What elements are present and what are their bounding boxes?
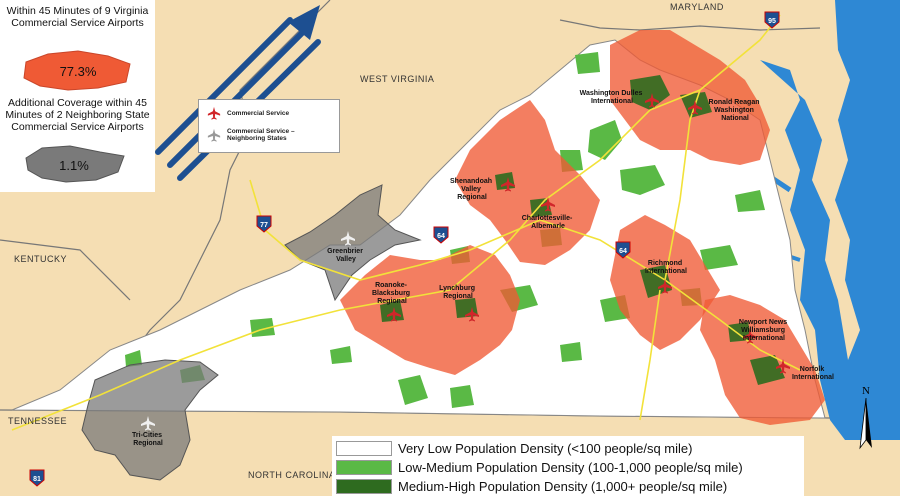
svg-text:64: 64 [437,233,445,240]
neighbor-service-label: Commercial Service – Neighboring States [227,128,295,142]
svg-text:95: 95 [768,18,776,25]
plane-icon [658,279,672,294]
low-medium-density-areas [125,52,765,408]
plane-icon [207,106,221,120]
legend-low-medium: Low-Medium Population Density (100-1,000… [336,458,743,476]
neighbor-coverage-blob: 1.1% [25,145,125,183]
i64-west-shield: 64 [433,226,449,244]
legend-medium-high: Medium-High Population Density (1,000+ p… [336,477,727,495]
plane-icon [341,231,355,246]
neighbor-service-row: Commercial Service – Neighboring States [207,128,319,142]
coverage-stats-panel: Within 45 Minutes of 9 Virginia Commerci… [0,0,155,192]
label-north-carolina: NORTH CAROLINA [248,470,335,480]
plane-icon [541,197,555,212]
plane-icon [141,416,155,431]
va-coverage-blob: 77.3% [23,50,131,91]
label-tricities: Tri-Cities Regional [132,432,164,447]
label-maryland: MARYLAND [670,2,724,12]
neighbor-coverage-title: Additional Coverage within 45 Minutes of… [5,97,150,133]
medium-high-swatch [336,478,392,494]
i77-shield: 77 [256,215,272,233]
svg-text:81: 81 [33,476,41,483]
svg-text:64: 64 [619,248,627,255]
legend-very-low: Very Low Population Density (<100 people… [336,439,692,457]
commercial-service-row: Commercial Service [207,106,289,120]
medium-high-density-areas [380,75,785,385]
label-kentucky: KENTUCKY [14,254,67,264]
plane-icon [501,177,515,192]
i81-shield: 81 [29,469,45,487]
plane-icon [688,100,702,115]
arrow-head [288,5,320,40]
medium-high-label: Medium-High Population Density (1,000+ p… [398,478,728,494]
virginia-state [11,39,826,419]
label-roanoke: Roanoke- Blacksburg Regional [372,282,412,305]
i95-shield: 95 [764,11,780,29]
chesapeake-bay [760,0,900,440]
plane-icon [207,128,221,142]
commercial-service-label: Commercial Service [227,109,290,117]
plane-icon [465,307,479,322]
label-greenbrier: Greenbrier Valley [327,248,365,263]
label-charlottesville: Charlottesville- Albemarle [522,215,575,230]
plane-icon [387,307,401,322]
i64-east-shield: 64 [615,241,631,259]
svg-text:77.3%: 77.3% [60,64,97,79]
airport-markers [387,93,790,374]
density-legend: Very Low Population Density (<100 people… [332,436,804,496]
svg-text:N: N [862,385,870,397]
label-shenandoah: Shenandoah Valley Regional [450,178,494,201]
north-arrow: N [859,385,872,450]
neighbor-airport-markers [141,231,355,431]
svg-text:77: 77 [260,222,268,229]
very-low-label: Very Low Population Density (<100 people… [398,440,693,456]
plane-icon [645,93,659,108]
plane-icon [743,329,757,344]
airport-type-legend: Commercial Service Commercial Service – … [198,99,340,153]
label-reagan: Ronald Reagan Washington National [709,99,762,122]
label-lynchburg: Lynchburg Regional [439,285,477,300]
label-tennessee: TENNESSEE [8,416,67,426]
label-west-virginia: WEST VIRGINIA [360,74,434,84]
low-medium-label: Low-Medium Population Density (100-1,000… [398,459,743,475]
low-medium-swatch [336,459,392,475]
label-richmond: Richmond International [645,260,687,275]
very-low-swatch [336,440,392,456]
label-dulles: Washington Dulles International [580,90,645,105]
label-norfolk: Norfolk International [792,366,834,381]
label-newport: Newport News Williamsburg International [739,319,789,342]
plane-icon [776,359,790,374]
va-coverage-title: Within 45 Minutes of 9 Virginia Commerci… [6,5,149,29]
svg-text:1.1%: 1.1% [59,158,89,173]
neighbor-coverage [81,184,422,481]
